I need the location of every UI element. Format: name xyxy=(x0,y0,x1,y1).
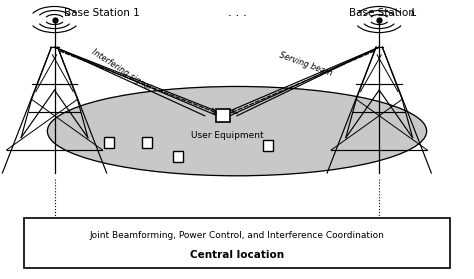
Bar xyxy=(24,218,450,268)
Bar xyxy=(142,137,152,148)
Ellipse shape xyxy=(47,86,427,176)
Text: Serving beam: Serving beam xyxy=(278,50,333,78)
Text: Interfering signal: Interfering signal xyxy=(90,47,152,92)
Text: Central location: Central location xyxy=(190,250,284,260)
Text: L: L xyxy=(410,8,416,18)
Bar xyxy=(104,137,114,148)
Bar xyxy=(216,109,230,122)
Text: Base Station: Base Station xyxy=(349,8,419,18)
Bar xyxy=(173,151,183,162)
Text: User Equipment: User Equipment xyxy=(191,131,264,140)
Text: Joint Beamforming, Power Control, and Interference Coordination: Joint Beamforming, Power Control, and In… xyxy=(90,231,384,240)
Text: Base Station 1: Base Station 1 xyxy=(64,8,140,18)
Bar xyxy=(263,140,273,151)
Text: . . .: . . . xyxy=(228,6,246,19)
